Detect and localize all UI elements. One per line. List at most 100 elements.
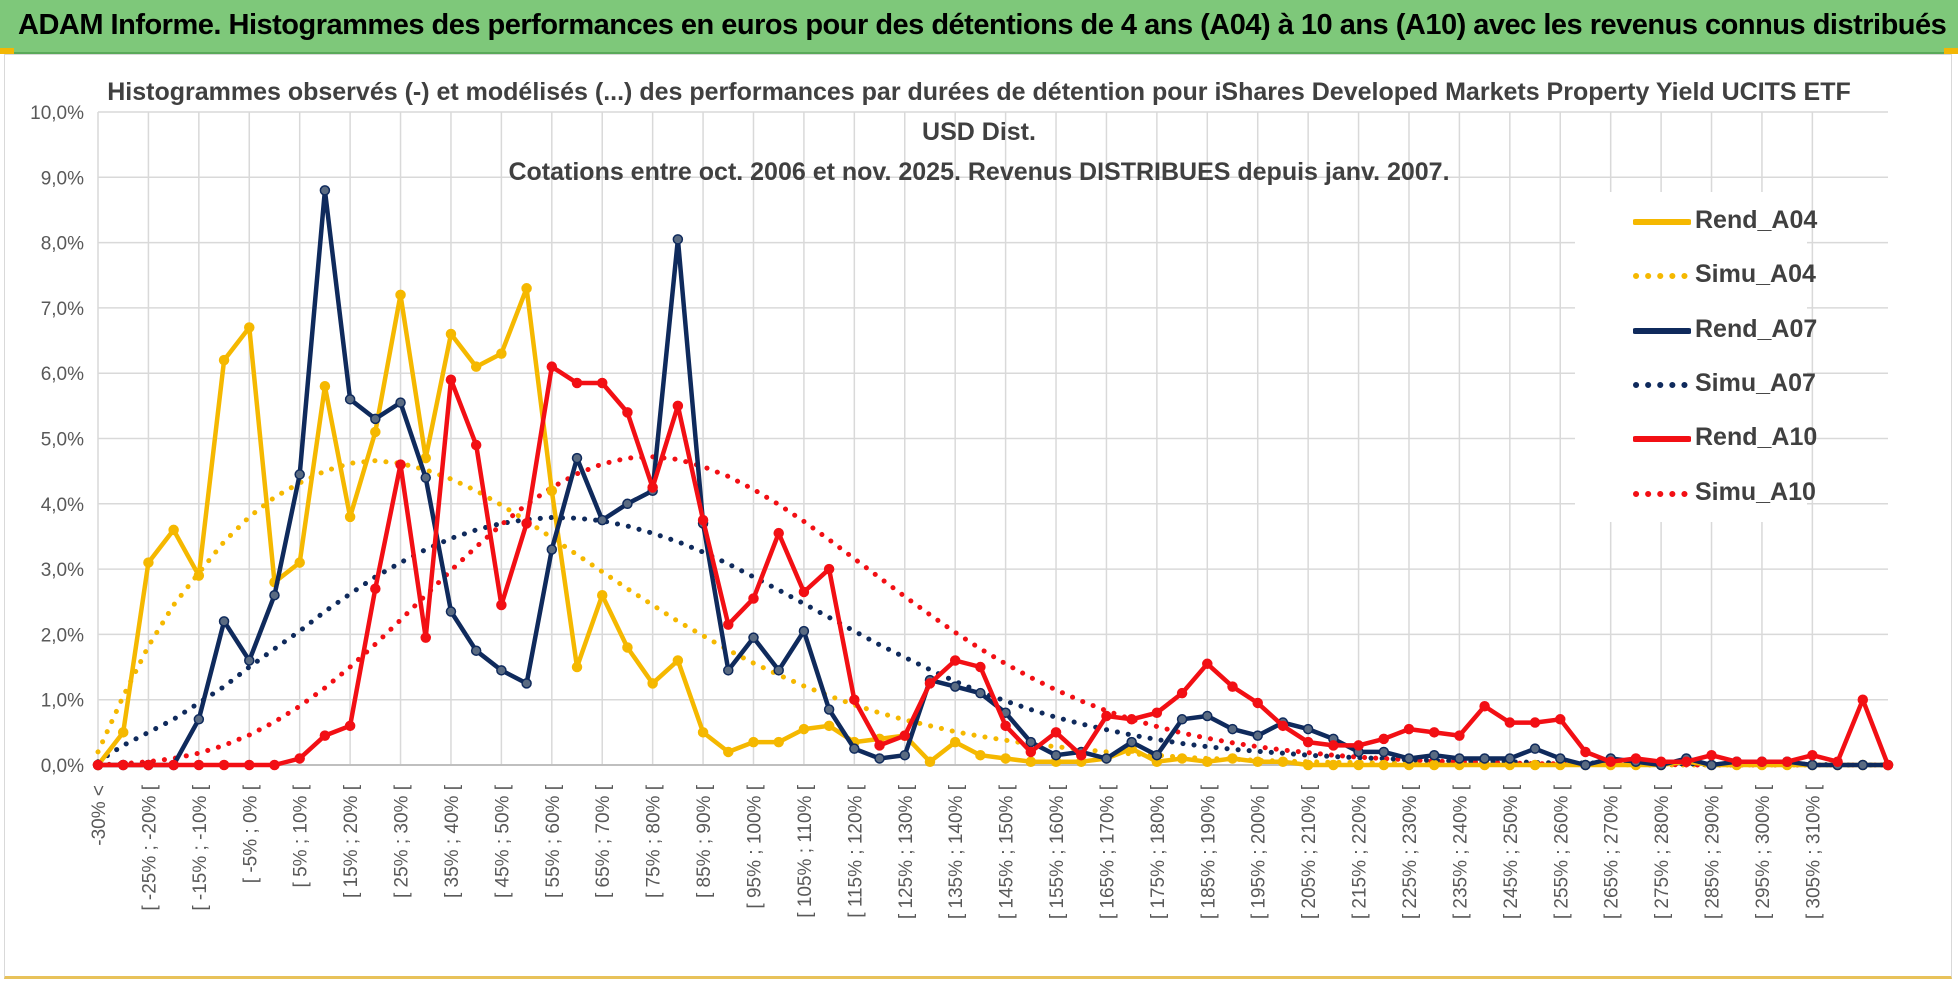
data-point-rend-a04 xyxy=(1428,759,1440,771)
x-tick-label: [ -15% ; -10% [ xyxy=(190,784,211,910)
legend-item-simu-a04: Simu_A04 xyxy=(1575,256,1816,296)
data-point-rend-a07 xyxy=(1025,736,1037,748)
x-tick-label: [ -5% ; 0% [ xyxy=(240,784,261,883)
data-point-rend-a10 xyxy=(370,583,381,594)
data-point-rend-a10 xyxy=(1101,710,1112,722)
data-point-rend-a10 xyxy=(571,377,583,389)
x-tick-label: [ 35% ; 40% [ xyxy=(442,784,463,898)
data-point-rend-a04 xyxy=(773,736,784,748)
data-point-rend-a04 xyxy=(193,570,205,581)
x-tick-label: [ 105% ; 110% [ xyxy=(795,784,816,917)
data-point-rend-a10 xyxy=(1151,707,1163,719)
data-point-rend-a04 xyxy=(823,720,835,732)
data-point-rend-a04 xyxy=(949,736,961,748)
data-point-rend-a10 xyxy=(1832,756,1843,767)
data-point-rend-a10 xyxy=(92,759,104,771)
data-point-rend-a10 xyxy=(924,678,936,689)
data-point-rend-a10 xyxy=(622,407,633,418)
y-tick-label: 8,0% xyxy=(41,234,84,255)
data-point-rend-a10 xyxy=(949,655,961,666)
data-point-rend-a10 xyxy=(1580,746,1591,758)
y-tick-label: 1,0% xyxy=(41,691,84,712)
data-point-rend-a10 xyxy=(1176,687,1188,699)
data-point-rend-a07 xyxy=(244,655,255,666)
x-tick-label: [ 255% ; 260% [ xyxy=(1551,784,1572,919)
x-tick-label: [ 65% ; 70% [ xyxy=(593,784,614,898)
data-point-rend-a10 xyxy=(521,518,532,529)
data-point-rend-a10 xyxy=(218,759,230,771)
data-point-rend-a10 xyxy=(294,753,305,764)
data-point-rend-a07 xyxy=(1479,753,1490,764)
data-point-rend-a10 xyxy=(143,759,154,771)
x-tick-label: [ 135% ; 140% [ xyxy=(946,784,967,919)
y-tick-label: 4,0% xyxy=(41,495,84,516)
data-point-rend-a07 xyxy=(1302,723,1314,735)
data-point-rend-a10 xyxy=(344,720,356,732)
data-point-rend-a07 xyxy=(596,514,608,526)
data-point-rend-a04 xyxy=(546,485,558,496)
corner-accent-right xyxy=(1944,48,1958,54)
x-tick-label: [ 85% ; 90% [ xyxy=(694,784,715,898)
data-point-rend-a07 xyxy=(294,469,305,480)
data-point-rend-a10 xyxy=(723,619,734,630)
data-point-rend-a10 xyxy=(470,439,482,451)
data-point-rend-a10 xyxy=(1479,700,1490,712)
x-tick-label: [ 215% ; 220% [ xyxy=(1350,784,1371,919)
data-point-rend-a10 xyxy=(1202,658,1213,670)
data-point-rend-a10 xyxy=(1605,756,1616,767)
data-point-rend-a07 xyxy=(672,234,684,245)
data-point-rend-a07 xyxy=(1857,759,1869,771)
y-tick-label: 6,0% xyxy=(41,364,84,385)
x-tick-label: [ 75% ; 80% [ xyxy=(644,784,665,898)
data-point-rend-a10 xyxy=(773,527,784,539)
data-point-rend-a04 xyxy=(723,746,734,758)
data-point-rend-a04 xyxy=(1025,756,1037,767)
data-point-rend-a07 xyxy=(344,394,356,405)
data-point-rend-a07 xyxy=(1428,749,1440,761)
legend-swatch-simu-a04 xyxy=(1633,273,1691,279)
data-point-rend-a10 xyxy=(1252,697,1263,709)
legend-item-rend-a04: Rend_A04 xyxy=(1575,202,1817,242)
x-tick-label: [ 25% ; 30% [ xyxy=(392,784,413,898)
x-tick-label: [ 235% ; 240% [ xyxy=(1450,784,1471,919)
data-point-rend-a07 xyxy=(470,645,482,656)
data-point-rend-a10 xyxy=(1353,740,1364,751)
data-point-rend-a07 xyxy=(798,625,810,637)
data-point-rend-a10 xyxy=(1655,756,1667,767)
data-point-rend-a10 xyxy=(672,400,684,412)
legend-item-simu-a07: Simu_A07 xyxy=(1575,365,1816,405)
report-title: ADAM Informe. Histogrammes des performan… xyxy=(18,9,1947,41)
data-point-rend-a04 xyxy=(924,756,936,767)
x-tick-label: [ 95% ; 100% [ xyxy=(744,784,765,908)
data-point-rend-a04 xyxy=(748,736,759,748)
legend-swatch-rend-a04 xyxy=(1633,219,1691,225)
report-banner: ADAM Informe. Histogrammes des performan… xyxy=(0,0,1958,54)
data-point-rend-a10 xyxy=(849,694,860,705)
data-point-rend-a10 xyxy=(1126,714,1137,725)
y-tick-label: 10,0% xyxy=(30,103,84,124)
data-point-rend-a10 xyxy=(798,586,810,598)
data-point-rend-a07 xyxy=(1101,753,1112,764)
data-point-rend-a04 xyxy=(697,727,709,738)
data-point-rend-a10 xyxy=(496,599,507,611)
data-point-rend-a10 xyxy=(1781,756,1793,767)
data-point-rend-a07 xyxy=(1504,753,1516,764)
data-point-rend-a04 xyxy=(1302,759,1314,771)
data-point-rend-a04 xyxy=(1353,759,1364,771)
data-point-rend-a10 xyxy=(1277,720,1289,732)
data-point-rend-a10 xyxy=(269,759,280,771)
legend-swatch-rend-a10 xyxy=(1633,436,1691,442)
data-point-rend-a07 xyxy=(193,714,205,725)
data-point-rend-a10 xyxy=(1807,749,1818,761)
data-point-rend-a10 xyxy=(1731,756,1742,767)
data-point-rend-a07 xyxy=(849,743,860,754)
data-point-rend-a07 xyxy=(1176,714,1188,725)
data-point-rend-a04 xyxy=(496,348,507,359)
data-point-rend-a07 xyxy=(1403,753,1415,764)
data-point-rend-a10 xyxy=(1428,727,1440,738)
data-point-rend-a10 xyxy=(596,377,608,389)
data-point-rend-a07 xyxy=(899,749,911,761)
data-point-rend-a07 xyxy=(1202,710,1213,722)
x-tick-label: [ 275% ; 280% [ xyxy=(1652,784,1673,919)
data-point-rend-a07 xyxy=(521,678,532,689)
